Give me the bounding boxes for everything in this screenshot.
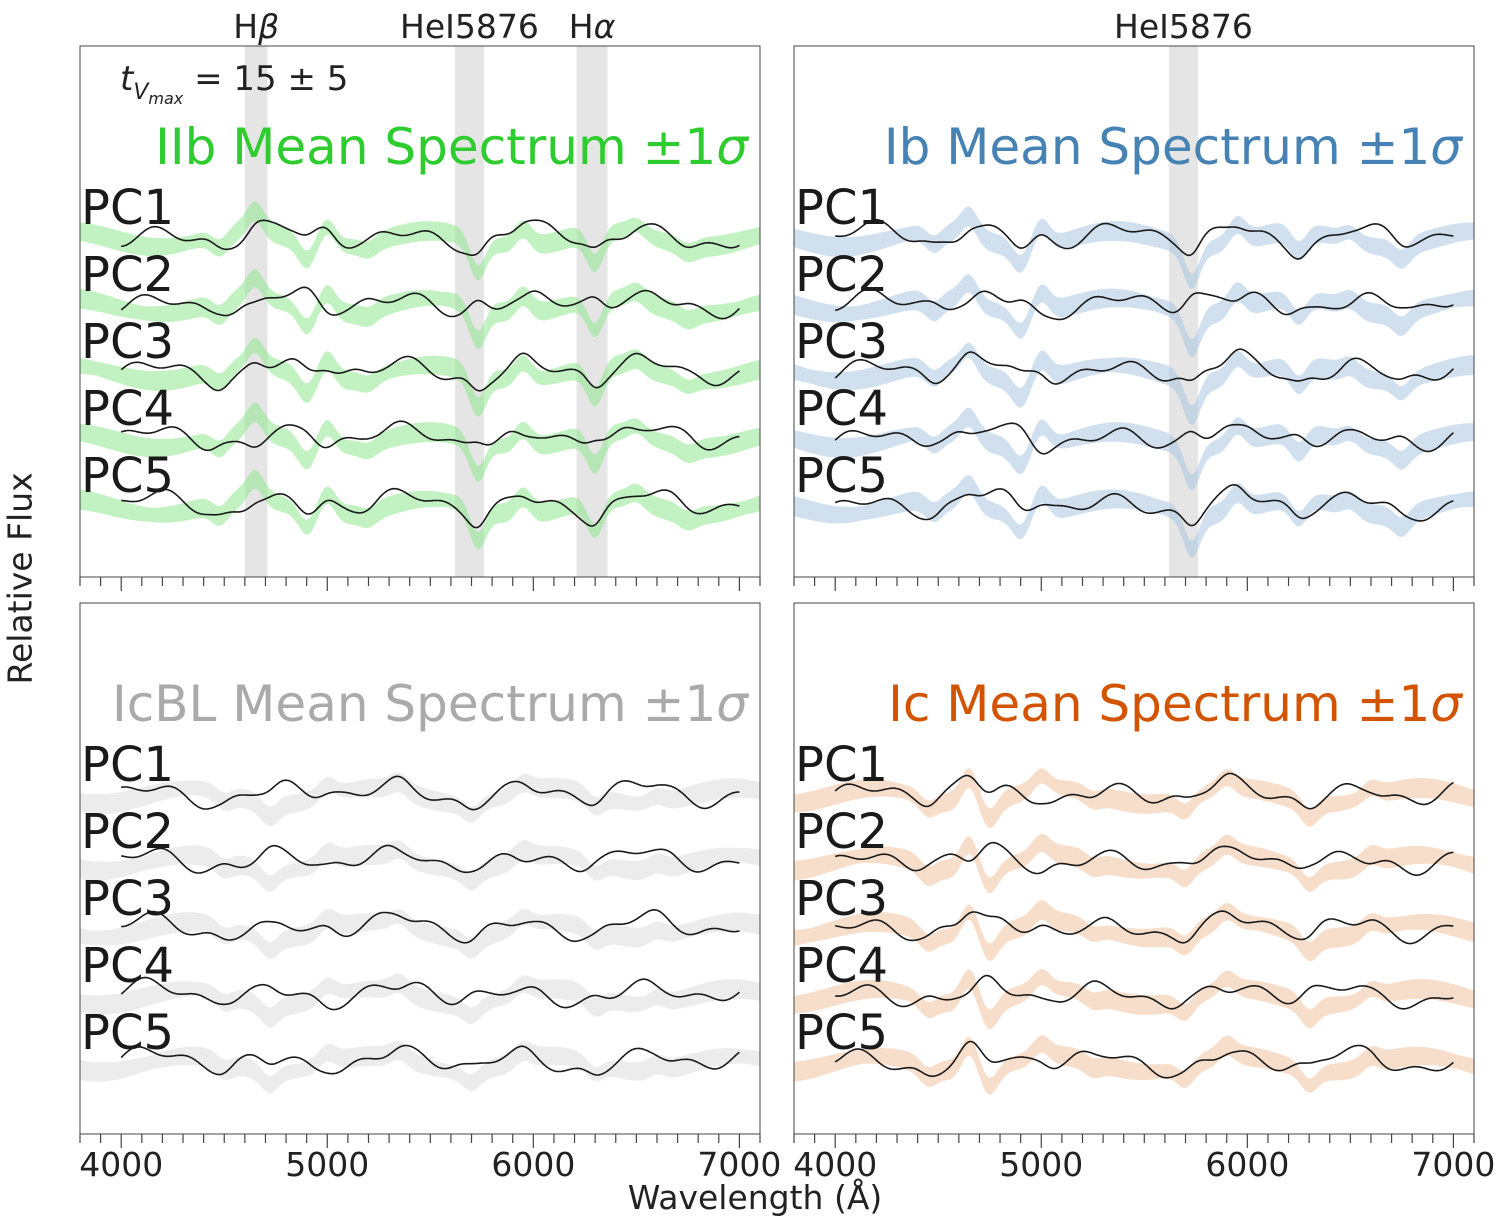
series-label: PC4 — [81, 381, 174, 437]
mean-spectrum-band — [794, 407, 1474, 491]
mean-spectrum-band — [794, 274, 1474, 358]
x-axis-label: Wavelength (Å) — [627, 1178, 883, 1217]
line-mark-label: Hβ — [233, 7, 279, 46]
line-mark-label: Hα — [569, 7, 616, 46]
mean-spectrum-band — [80, 840, 760, 892]
x-tick-label: 4000 — [79, 1145, 163, 1184]
series-label: PC3 — [81, 871, 174, 927]
series-label: PC1 — [81, 180, 174, 236]
mean-spectrum-band — [794, 900, 1474, 962]
pc-series-line — [121, 908, 740, 944]
mean-spectrum-band — [794, 206, 1474, 289]
series-label: PC5 — [81, 448, 174, 504]
mean-spectrum-band — [80, 269, 760, 349]
series-label: PC4 — [795, 381, 888, 437]
series-label: PC2 — [81, 804, 174, 860]
mean-spectrum-band — [80, 772, 760, 827]
series-label: PC3 — [795, 871, 888, 927]
series-label: PC3 — [795, 314, 888, 370]
mean-spectrum-band — [80, 201, 760, 281]
pc-series-line — [835, 287, 1454, 321]
x-tick-label: 5000 — [999, 1145, 1083, 1184]
x-tick-label: 6000 — [491, 1145, 575, 1184]
mean-spectrum-band — [80, 337, 760, 417]
pc-series-line — [834, 348, 1454, 385]
pc-series-line — [120, 420, 740, 452]
pc-series-line — [835, 974, 1454, 1010]
series-label: PC2 — [795, 247, 888, 303]
series-label: PC5 — [81, 1005, 174, 1061]
mean-spectrum-band — [80, 973, 760, 1028]
series-label: PC1 — [81, 737, 174, 793]
pc-series-line — [834, 772, 1454, 810]
pc-series-line — [120, 286, 740, 320]
x-tick-label: 6000 — [1205, 1145, 1289, 1184]
axes-frame — [793, 602, 1475, 1135]
pc-series-line — [834, 1040, 1454, 1079]
series-label: PC5 — [795, 1005, 888, 1061]
pc-series-line — [120, 1044, 740, 1076]
series-label: PC3 — [81, 314, 174, 370]
x-tick-label: 5000 — [285, 1145, 369, 1184]
panel-title: IIb Mean Spectrum ±1σ — [155, 118, 749, 176]
axes-frame — [79, 45, 761, 578]
series-label: PC2 — [81, 247, 174, 303]
time-annotation: tVmax = 15 ± 5 — [120, 59, 348, 108]
panel-4: PC1 PC2 PC3 PC4 PC5 4000 5000 6000 7000 Ic Mean S… — [793, 602, 1495, 1184]
pc-series-line — [834, 422, 1454, 455]
pc-series-line — [120, 976, 740, 1011]
pc-series-line — [120, 352, 740, 392]
mean-spectrum-band — [794, 968, 1474, 1030]
panel-3: PC1 PC2 PC3 PC4 PC5 4000 5000 6000 7000 IcBL Mean… — [79, 602, 781, 1184]
panel-1: Hβ HeI5876 Hα PC1 PC2 PC3 PC4 PC5 IIb Mean Spect… — [79, 7, 761, 591]
mean-spectrum-band — [794, 834, 1474, 894]
panel-title: Ic Mean Spectrum ±1σ — [888, 675, 1463, 733]
series-label: PC1 — [795, 180, 888, 236]
mean-spectrum-band — [80, 1040, 760, 1094]
pc-series-line — [835, 219, 1454, 260]
pc-series-line — [121, 775, 740, 811]
series-label: PC1 — [795, 737, 888, 793]
axes-frame — [79, 602, 761, 1135]
panel-title: Ib Mean Spectrum ±1σ — [884, 118, 1463, 176]
panel-title: IcBL Mean Spectrum ±1σ — [112, 675, 749, 733]
mean-spectrum-band — [80, 402, 760, 482]
x-tick-label: 7000 — [1411, 1145, 1495, 1184]
mean-spectrum-band — [80, 908, 760, 959]
x-tick-label: 7000 — [697, 1145, 781, 1184]
mean-spectrum-band — [794, 475, 1474, 559]
pc-series-line — [834, 483, 1454, 527]
pc-series-line — [834, 841, 1454, 877]
mean-spectrum-band — [794, 1035, 1474, 1095]
line-mark-label: HeI5876 — [400, 7, 539, 46]
mean-spectrum-band — [80, 470, 760, 550]
x-tick-label: 4000 — [793, 1145, 877, 1184]
series-label: PC2 — [795, 804, 888, 860]
axes-frame — [793, 45, 1475, 578]
line-mark-label: HeI5876 — [1114, 7, 1253, 46]
series-label: PC4 — [795, 938, 888, 994]
mean-spectrum-band — [794, 342, 1474, 426]
panel-2: HeI5876 PC1 PC2 PC3 PC4 PC5 Ib Mean Spectrum ±… — [793, 7, 1475, 591]
y-axis-label: Relative Flux — [0, 472, 40, 685]
pc-series-line — [121, 844, 740, 874]
pc-series-line — [121, 219, 740, 256]
pc-series-line — [835, 910, 1454, 945]
mean-spectrum-band — [794, 768, 1474, 829]
series-label: PC4 — [81, 938, 174, 994]
series-label: PC5 — [795, 448, 888, 504]
pc-series-line — [121, 487, 740, 529]
